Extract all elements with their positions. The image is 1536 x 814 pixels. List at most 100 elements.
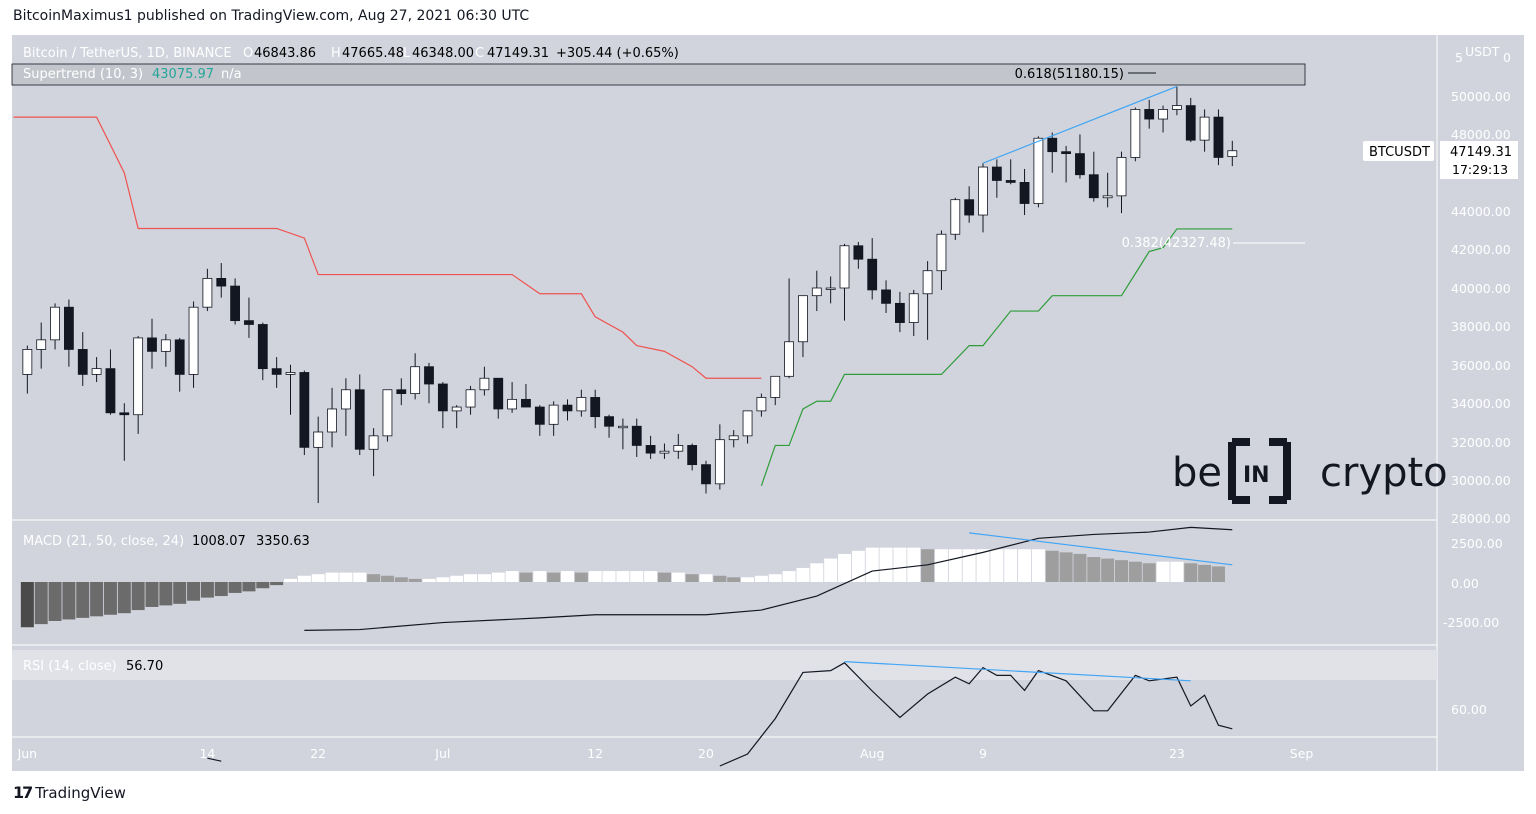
candle bbox=[825, 287, 836, 290]
macd-histogram-bar bbox=[657, 572, 671, 582]
macd-histogram-bar bbox=[810, 563, 824, 582]
macd-histogram-bar bbox=[865, 547, 879, 582]
rsi-layer bbox=[207, 662, 1233, 767]
axis-top-tick-cut2: 0 bbox=[1503, 50, 1511, 65]
rsi-line-segment bbox=[207, 757, 222, 762]
macd-histogram-bar bbox=[48, 582, 62, 621]
price-axis[interactable]: USDT 5 0 50000.00 48000.00 44000.00 42000.0… bbox=[1443, 44, 1511, 717]
candle bbox=[340, 389, 351, 410]
macd-histogram-bar bbox=[713, 575, 727, 582]
candle bbox=[839, 245, 850, 289]
time-axis-label: 22 bbox=[310, 746, 326, 761]
rsi-line bbox=[719, 662, 1233, 767]
candle bbox=[507, 398, 518, 410]
candle bbox=[327, 408, 337, 433]
candle bbox=[742, 410, 753, 437]
candle bbox=[534, 406, 545, 425]
candle bbox=[1033, 137, 1044, 204]
chart-frame bbox=[12, 35, 1524, 771]
macd-histogram-bar bbox=[533, 571, 547, 582]
low-value: 46348.00 bbox=[412, 46, 474, 61]
macd-histogram-bar bbox=[284, 578, 297, 582]
candle bbox=[687, 445, 698, 466]
macd-histogram-bar bbox=[34, 582, 48, 625]
watermark-brackets-icon bbox=[1228, 438, 1291, 504]
macd-axis-tick: 0.00 bbox=[1451, 576, 1479, 591]
macd-axis-tick: -2500.00 bbox=[1443, 615, 1499, 630]
macd-histogram-bar bbox=[477, 574, 491, 582]
candle bbox=[701, 464, 711, 485]
macd-histogram-bar bbox=[117, 582, 131, 614]
macd-histogram-bar bbox=[228, 582, 242, 593]
macd-histogram-bar bbox=[491, 572, 505, 582]
macd-histogram-bar bbox=[1004, 549, 1018, 582]
candle bbox=[645, 445, 656, 454]
macd-trendline bbox=[969, 532, 1233, 566]
macd-histogram-bar bbox=[394, 577, 408, 582]
macd-histogram-bar bbox=[1059, 552, 1073, 582]
candle bbox=[451, 406, 462, 412]
candle bbox=[562, 404, 573, 412]
candle bbox=[991, 166, 1002, 181]
macd-histogram-bar bbox=[990, 549, 1004, 582]
candle bbox=[299, 372, 310, 448]
candle bbox=[1185, 105, 1196, 141]
macd-histogram-bar bbox=[422, 578, 436, 582]
candle bbox=[1172, 105, 1182, 110]
candle bbox=[673, 445, 684, 452]
candle bbox=[91, 368, 102, 375]
candle bbox=[368, 435, 379, 450]
rsi-axis-tick: 60.00 bbox=[1451, 702, 1487, 717]
candle bbox=[1227, 150, 1238, 157]
open-label: O bbox=[243, 46, 253, 61]
price-axis-tick: 44000.00 bbox=[1451, 204, 1511, 219]
macd-histogram-bar bbox=[214, 582, 228, 597]
macd-value-1: 1008.07 bbox=[192, 534, 246, 549]
close-label: C bbox=[475, 46, 484, 61]
candle bbox=[1075, 153, 1085, 176]
fib-zone-upper bbox=[11, 63, 1306, 86]
supertrend-layer bbox=[13, 116, 1233, 486]
tradingview-footer[interactable]: 17 TradingView bbox=[13, 783, 126, 802]
macd-histogram-bar bbox=[380, 575, 394, 582]
candle bbox=[354, 389, 365, 450]
price-axis-tick: 36000.00 bbox=[1451, 358, 1511, 373]
candle bbox=[784, 341, 794, 377]
rsi-label: RSI (14, close) bbox=[23, 659, 117, 674]
candle bbox=[147, 337, 157, 352]
candle bbox=[479, 377, 490, 391]
rsi-value: 56.70 bbox=[126, 659, 163, 674]
macd-histogram-bar bbox=[838, 553, 851, 582]
candle bbox=[714, 439, 725, 485]
candle bbox=[1213, 116, 1224, 158]
candle bbox=[437, 383, 448, 412]
macd-label: MACD (21, 50, close, 24) bbox=[23, 534, 184, 549]
candle bbox=[548, 404, 559, 425]
macd-histogram-bar bbox=[1018, 549, 1032, 582]
time-axis[interactable]: Jun 14 22 Jul 12 20 Aug 9 23 Sep bbox=[17, 746, 1314, 761]
price-axis-tick: 30000.00 bbox=[1451, 473, 1511, 488]
time-axis-label: Sep bbox=[1290, 746, 1314, 761]
macd-value-2: 3350.63 bbox=[256, 534, 310, 549]
macd-histogram-bar bbox=[339, 572, 353, 582]
fib-lower-label: 0.382(42327.48) bbox=[1122, 236, 1231, 251]
macd-histogram-bar bbox=[588, 571, 602, 582]
candle bbox=[756, 397, 767, 412]
macd-histogram-bar bbox=[145, 582, 159, 607]
candle bbox=[105, 368, 116, 414]
price-legend: Bitcoin / TetherUS, 1D, BINANCE O 46843.… bbox=[20, 44, 679, 674]
candle bbox=[659, 450, 670, 454]
open-value: 46843.86 bbox=[254, 46, 316, 61]
price-axis-tick: 48000.00 bbox=[1451, 127, 1511, 142]
macd-histogram-bar bbox=[1073, 553, 1087, 582]
candle bbox=[396, 389, 407, 395]
supertrend-down-line bbox=[13, 116, 762, 379]
macd-histogram-bar bbox=[311, 574, 325, 582]
macd-histogram-bar bbox=[1170, 561, 1184, 582]
candle bbox=[257, 324, 268, 370]
macd-histogram-bar bbox=[907, 547, 921, 582]
macd-histogram-bar bbox=[436, 577, 450, 582]
macd-histogram-bar bbox=[1115, 560, 1128, 582]
macd-histogram-bar bbox=[464, 574, 478, 582]
